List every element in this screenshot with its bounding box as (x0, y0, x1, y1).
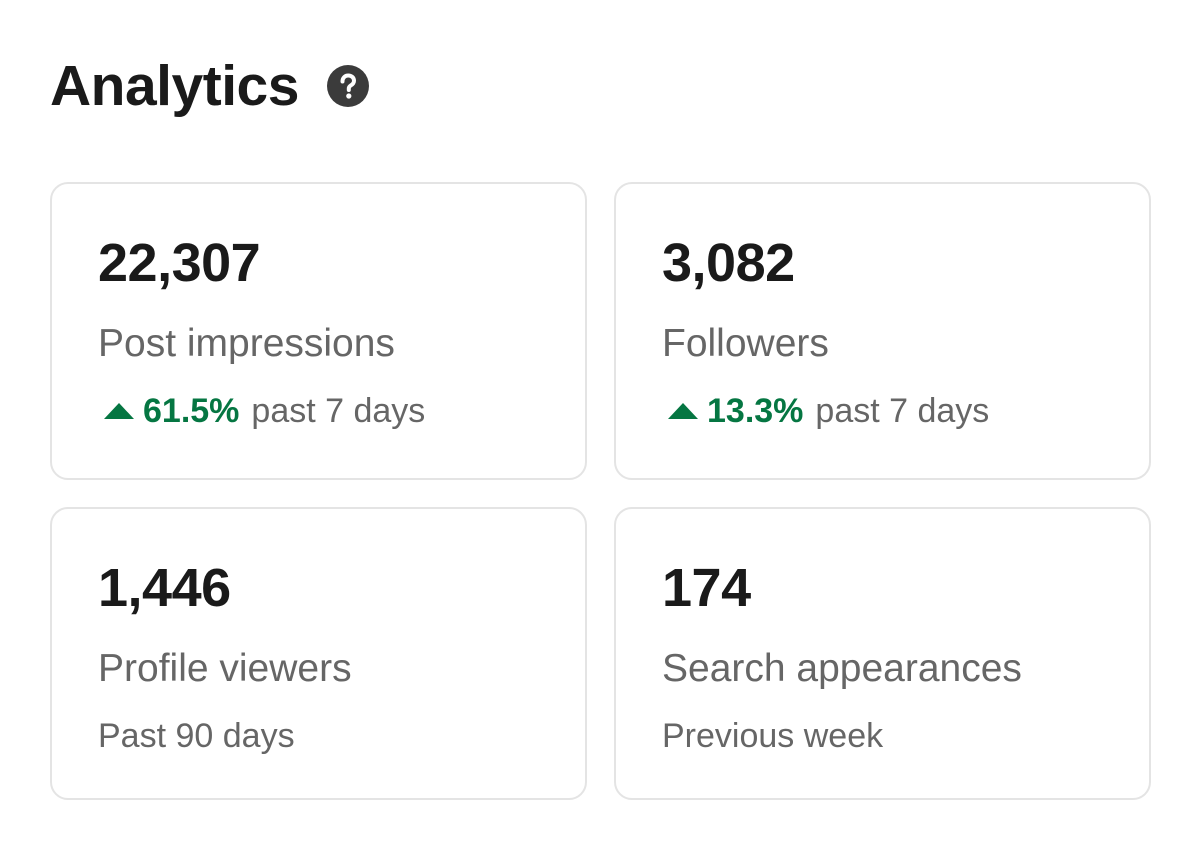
metric-value: 22,307 (98, 233, 261, 293)
post-impressions-card[interactable]: 22,307 Post impressions 61.5% past 7 day… (50, 182, 587, 480)
metric-label: Search appearances (662, 647, 1022, 690)
search-appearances-card[interactable]: 174 Search appearances Previous week (614, 507, 1151, 800)
metric-value: 1,446 (98, 558, 231, 618)
analytics-grid: 22,307 Post impressions 61.5% past 7 day… (50, 182, 1151, 800)
metric-value: 3,082 (662, 233, 795, 293)
arrow-up-icon (668, 403, 698, 419)
metric-change: 61.5% past 7 days (104, 394, 425, 428)
question-mark-icon (340, 73, 356, 99)
metric-period: Past 90 days (98, 717, 295, 755)
change-percent: 13.3% (707, 392, 804, 430)
metric-label: Followers (662, 322, 829, 365)
change-percent: 61.5% (143, 392, 240, 430)
analytics-header: Analytics (50, 50, 369, 122)
metric-label: Post impressions (98, 322, 395, 365)
metric-label: Profile viewers (98, 647, 352, 690)
help-icon[interactable] (326, 65, 369, 107)
profile-viewers-card[interactable]: 1,446 Profile viewers Past 90 days (50, 507, 587, 800)
metric-value: 174 (662, 558, 751, 618)
change-period: past 7 days (815, 392, 990, 430)
followers-card[interactable]: 3,082 Followers 13.3% past 7 days (614, 182, 1151, 480)
arrow-up-icon (104, 403, 134, 419)
metric-change: 13.3% past 7 days (668, 394, 989, 428)
metric-period: Previous week (662, 717, 884, 755)
change-period: past 7 days (251, 392, 426, 430)
page-title: Analytics (50, 53, 299, 118)
